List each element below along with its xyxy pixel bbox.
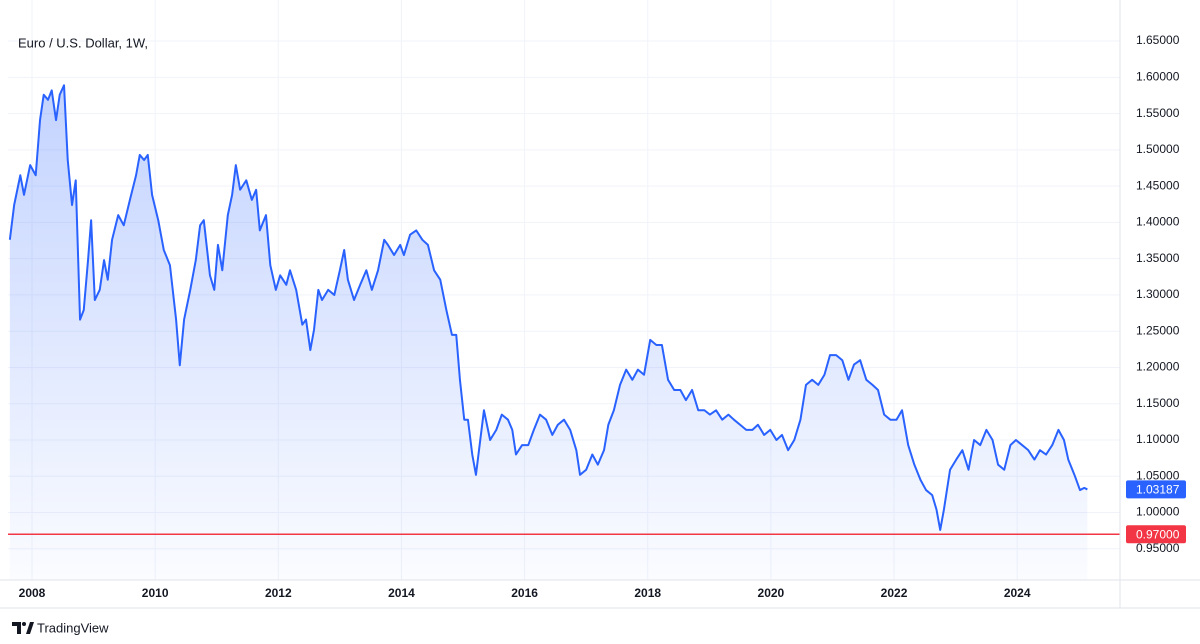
y-tick-label: 1.65000 — [1136, 33, 1180, 47]
y-tick-label: 0.95000 — [1136, 541, 1180, 555]
x-tick-label: 2016 — [511, 586, 538, 600]
x-tick-label: 2014 — [388, 586, 415, 600]
y-tick-label: 1.00000 — [1136, 505, 1180, 519]
plot — [8, 84, 1120, 581]
last-price-label: 1.03187 — [1136, 483, 1180, 497]
x-tick-label: 2018 — [634, 586, 661, 600]
y-tick-label: 1.50000 — [1136, 142, 1180, 156]
y-tick-label: 1.30000 — [1136, 287, 1180, 301]
x-tick-label: 2012 — [265, 586, 292, 600]
y-tick-label: 1.10000 — [1136, 432, 1180, 446]
x-tick-label: 2008 — [19, 586, 46, 600]
price-line — [8, 84, 1088, 531]
x-tick-label: 2020 — [758, 586, 785, 600]
y-tick-label: 1.55000 — [1136, 106, 1180, 120]
level-label: 0.97000 — [1136, 527, 1180, 541]
y-tick-label: 1.05000 — [1136, 468, 1180, 482]
y-tick-label: 1.40000 — [1136, 215, 1180, 229]
brand-name: TradingView — [37, 620, 109, 635]
y-tick-label: 1.20000 — [1136, 360, 1180, 374]
x-tick-label: 2024 — [1004, 586, 1031, 600]
y-tick-label: 1.45000 — [1136, 178, 1180, 192]
x-tick-label: 2010 — [142, 586, 169, 600]
area-fill — [9, 85, 1088, 581]
level-tag — [1126, 525, 1186, 544]
y-tick-label: 1.15000 — [1136, 396, 1180, 410]
y-tick-label: 1.35000 — [1136, 251, 1180, 265]
last-price-tag — [1126, 480, 1186, 499]
y-tick-label: 1.25000 — [1136, 323, 1180, 337]
chart-title: Euro / U.S. Dollar, 1W, — [18, 35, 148, 50]
axes: 0.95000 1.00000 1.05000 1.10000 1.15000 1.200… — [19, 33, 1186, 600]
y-tick-label: 1.60000 — [1136, 69, 1180, 83]
brand-logo — [12, 622, 34, 634]
x-tick-label: 2022 — [881, 586, 908, 600]
